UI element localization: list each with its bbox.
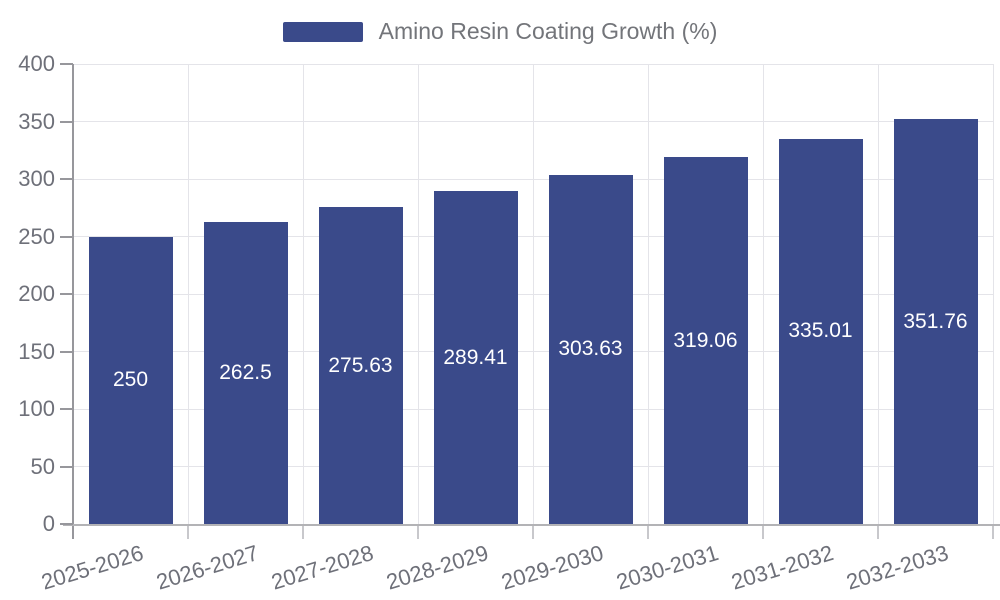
bar-value-label: 303.63	[558, 337, 623, 361]
gridline-vertical	[187, 64, 189, 524]
x-axis-tick	[647, 526, 649, 539]
x-axis-tick	[877, 526, 879, 539]
y-axis-tick	[60, 465, 73, 468]
bar[interactable]	[663, 157, 748, 524]
bar-value-label: 250	[112, 368, 149, 392]
bar[interactable]	[318, 207, 403, 524]
x-axis-tick	[187, 526, 189, 539]
y-axis-tick	[60, 178, 73, 180]
bar[interactable]	[893, 119, 978, 524]
gridline-vertical	[417, 64, 419, 524]
y-axis-line	[72, 64, 74, 525]
gridline-vertical	[762, 64, 764, 524]
gridline-vertical	[532, 64, 534, 524]
y-axis-label: 250	[18, 223, 55, 249]
gridline-vertical	[877, 64, 879, 524]
bar-value-label: 289.41	[443, 345, 508, 369]
y-axis-label: 400	[18, 51, 55, 76]
bar-value-label: 351.76	[903, 309, 968, 333]
bar[interactable]	[778, 138, 863, 524]
bar[interactable]	[548, 174, 633, 524]
y-axis-tick	[60, 293, 73, 295]
bar[interactable]	[88, 236, 173, 524]
x-axis-tick	[302, 526, 304, 539]
y-axis-tick	[60, 63, 73, 65]
y-axis-label: 150	[18, 338, 55, 364]
x-axis-tick	[72, 526, 74, 539]
y-axis-tick	[60, 350, 73, 353]
y-axis-label: 200	[18, 281, 55, 306]
gridline-vertical	[992, 64, 994, 524]
bar-value-label: 335.01	[788, 319, 853, 343]
x-axis-tick	[762, 526, 764, 539]
gridline-vertical	[647, 64, 649, 524]
x-axis-tick	[532, 526, 534, 539]
x-axis-tick	[992, 526, 994, 539]
x-axis-line	[63, 524, 1000, 526]
legend-label: Amino Resin Coating Growth (%)	[378, 18, 718, 44]
y-axis-tick	[60, 120, 73, 123]
y-axis-label: 300	[18, 166, 55, 191]
bar-value-label: 319.06	[673, 328, 738, 352]
y-axis-tick	[60, 523, 73, 525]
y-axis-label: 50	[30, 453, 55, 479]
y-axis-label: 0	[42, 511, 55, 536]
y-axis-label: 350	[18, 108, 55, 134]
bar[interactable]	[433, 191, 518, 524]
x-axis-tick	[417, 526, 419, 539]
y-axis-tick	[60, 235, 73, 238]
gridline-vertical	[302, 64, 304, 524]
y-axis-label: 100	[18, 396, 55, 421]
bar-value-label: 275.63	[328, 353, 393, 377]
bar-value-label: 262.5	[219, 361, 272, 385]
y-axis-tick	[60, 408, 73, 410]
legend-swatch	[282, 21, 363, 42]
bar[interactable]	[203, 222, 288, 524]
legend-item[interactable]: Amino Resin Coating Growth (%)	[0, 18, 1000, 45]
